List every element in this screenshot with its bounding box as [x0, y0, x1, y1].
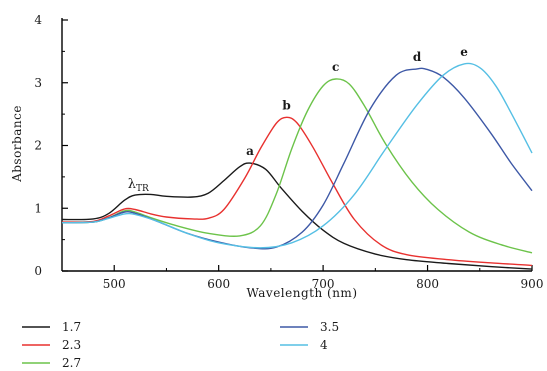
lambda-tr-subscript: TR	[136, 184, 149, 194]
legend-label-b: 2.3	[62, 338, 81, 352]
peak-label-e: e	[460, 45, 468, 59]
series-line-4	[61, 67, 533, 250]
series-group	[61, 62, 533, 270]
y-tick-label: 1	[34, 201, 42, 215]
y-axis-title: Absorbance	[10, 105, 24, 183]
lambda-tr-annotation: λTR	[128, 177, 149, 194]
y-tick-label: 3	[34, 76, 42, 90]
y-tick-label: 2	[34, 139, 42, 153]
series-line-3	[61, 78, 533, 254]
legend: 1.7 2.3 2.7 3.5 4	[22, 320, 339, 370]
x-tick-label: 700	[312, 277, 335, 291]
x-tick-label: 500	[103, 277, 126, 291]
peak-label-b: b	[282, 98, 290, 112]
legend-label-c: 2.7	[62, 356, 81, 370]
axes: 0 1 2 3 4 500 600 700 800 900 Wavelength (nm) Absor…	[10, 13, 543, 300]
y-tick-label: 4	[34, 13, 42, 27]
peak-label-d: d	[413, 50, 422, 64]
legend-label-e: 4	[320, 338, 328, 352]
series-line-2	[61, 116, 533, 267]
y-tick-label: 0	[34, 264, 42, 278]
x-tick-label: 600	[207, 277, 230, 291]
peak-label-a: a	[246, 144, 254, 158]
x-tick-label: 900	[521, 277, 544, 291]
peak-labels: a b c d e λTR	[128, 45, 469, 194]
peak-label-c: c	[332, 60, 339, 74]
series-line-1	[61, 162, 533, 270]
series-line-5	[61, 62, 533, 249]
legend-label-a: 1.7	[62, 320, 81, 334]
x-tick-label: 800	[416, 277, 439, 291]
x-axis-title: Wavelength (nm)	[246, 286, 357, 300]
legend-label-d: 3.5	[320, 320, 339, 334]
